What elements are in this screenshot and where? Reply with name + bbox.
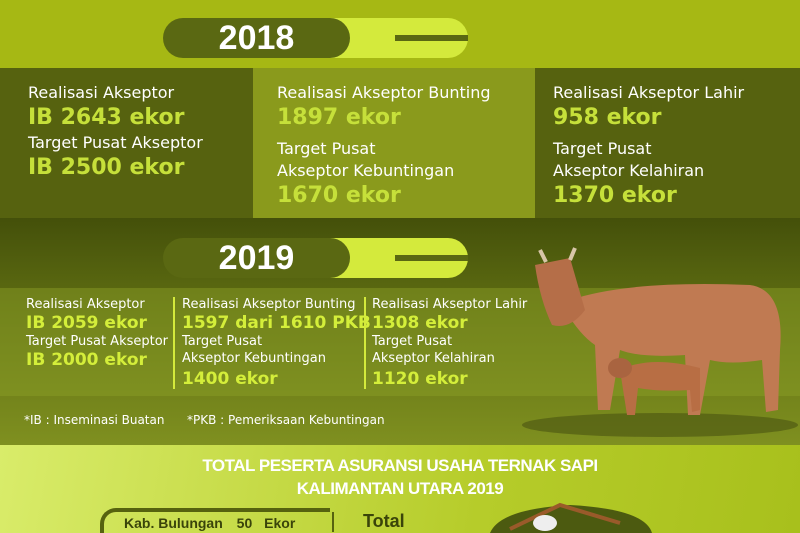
footnote-pkb: *PKB : Pemeriksaan Kebuntingan [187, 413, 385, 427]
value: 1370 ekor [553, 183, 677, 208]
calf-body [620, 361, 700, 415]
shadow [522, 413, 798, 437]
label: Akseptor Kebuntingan [277, 161, 455, 180]
value: IB 2059 ekor [26, 313, 147, 333]
calf-head [608, 358, 632, 378]
label: Akseptor Kebuntingan [182, 351, 326, 366]
decor-bar [395, 35, 468, 41]
panel-2019-lahir: Realisasi Akseptor Lahir 1308 ekor Targe… [372, 296, 532, 389]
divider [332, 512, 334, 532]
label: Target Pusat [553, 139, 652, 158]
value: 1670 ekor [277, 183, 401, 208]
label: Akseptor Kelahiran [553, 161, 705, 180]
value: 1597 dari 1610 PKB [182, 313, 371, 333]
cow-body [565, 284, 781, 415]
cow-horns [538, 247, 577, 263]
panel-2019-akseptor: Realisasi Akseptor IB 2059 ekor Target P… [26, 296, 176, 370]
value: 958 ekor [553, 105, 662, 130]
label: Realisasi Akseptor Lahir [553, 83, 745, 102]
value: 1308 ekor [372, 313, 468, 333]
label: Realisasi Akseptor Lahir [372, 297, 528, 312]
label: Target Pusat Akseptor [28, 133, 203, 152]
region-unit: Ekor [264, 515, 296, 531]
label: Target Pusat [182, 334, 263, 349]
panel-2018-bunting: Realisasi Akseptor Bunting 1897 ekor Tar… [253, 68, 535, 218]
label: Realisasi Akseptor [26, 297, 145, 312]
label: Akseptor Kelahiran [372, 351, 495, 366]
insurance-subtitle: KALIMANTAN UTARA 2019 [296, 479, 504, 498]
year-2019-label: 2019 [163, 238, 350, 278]
label: Realisasi Akseptor [28, 83, 175, 102]
panel-2019-bunting: Realisasi Akseptor Bunting 1597 dari 161… [182, 296, 372, 389]
value: 1120 ekor [372, 369, 468, 389]
value: 1400 ekor [182, 369, 278, 389]
panel-2018-akseptor: Realisasi Akseptor IB 2643 ekor Target P… [0, 68, 253, 218]
cow-icon [533, 515, 557, 531]
insurance-title: TOTAL PESERTA ASURANSI USAHA TERNAK SAPI [202, 456, 598, 475]
region-row: Kab. Bulungan 50 Ekor [100, 508, 330, 533]
decor-bar [395, 255, 468, 261]
footnote-ib: *IB : Inseminasi Buatan [24, 413, 165, 427]
label: Target Pusat [372, 334, 453, 349]
pen-ground [490, 505, 652, 533]
label: Realisasi Akseptor Bunting [277, 83, 491, 102]
insurance-section [0, 445, 800, 533]
value: IB 2500 ekor [28, 155, 185, 180]
farm-pen-illustration [490, 502, 652, 533]
cow-illustration [522, 247, 798, 437]
divider [364, 297, 366, 389]
fence [509, 502, 621, 531]
label: Target Pusat [277, 139, 376, 158]
value: 1897 ekor [277, 105, 401, 130]
value: IB 2000 ekor [26, 350, 147, 370]
label: Target Pusat Akseptor [26, 334, 169, 349]
label: Realisasi Akseptor Bunting [182, 297, 356, 312]
year-2018-label: 2018 [163, 18, 350, 58]
cow-head [535, 258, 585, 326]
region-count: 50 [236, 515, 253, 531]
panel-2018-lahir: Realisasi Akseptor Lahir 958 ekor Target… [535, 68, 800, 218]
value: IB 2643 ekor [28, 105, 185, 130]
divider [173, 297, 175, 389]
total-label: Total [363, 511, 405, 531]
region-name: Kab. Bulungan [124, 515, 223, 531]
